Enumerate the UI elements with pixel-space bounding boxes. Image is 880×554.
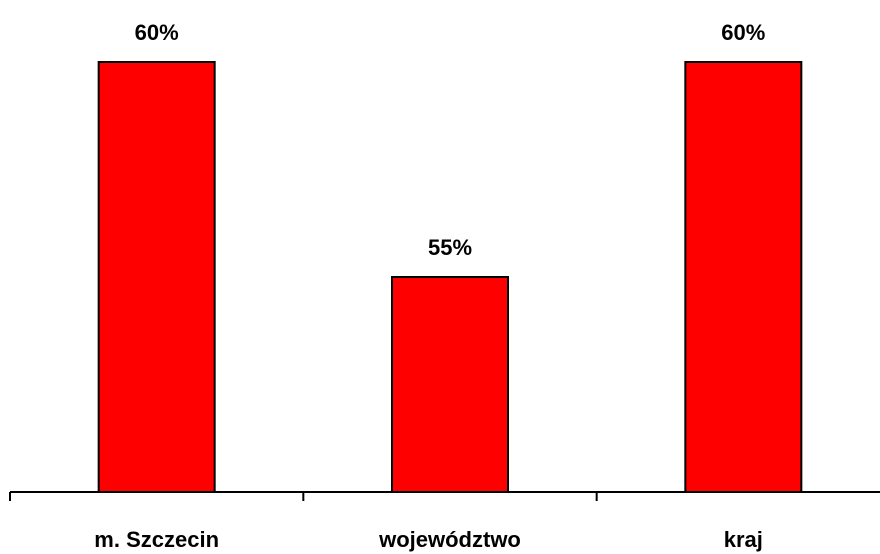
value-label-0: 60% <box>135 20 179 45</box>
bar-2 <box>684 61 803 493</box>
bar-0 <box>97 61 216 493</box>
category-label-2: kraj <box>724 527 763 552</box>
value-label-1: 55% <box>428 235 472 260</box>
bar-1 <box>391 276 509 493</box>
value-label-2: 60% <box>721 20 765 45</box>
category-label-0: m. Szczecin <box>94 527 219 552</box>
category-label-1: województwo <box>378 527 521 552</box>
